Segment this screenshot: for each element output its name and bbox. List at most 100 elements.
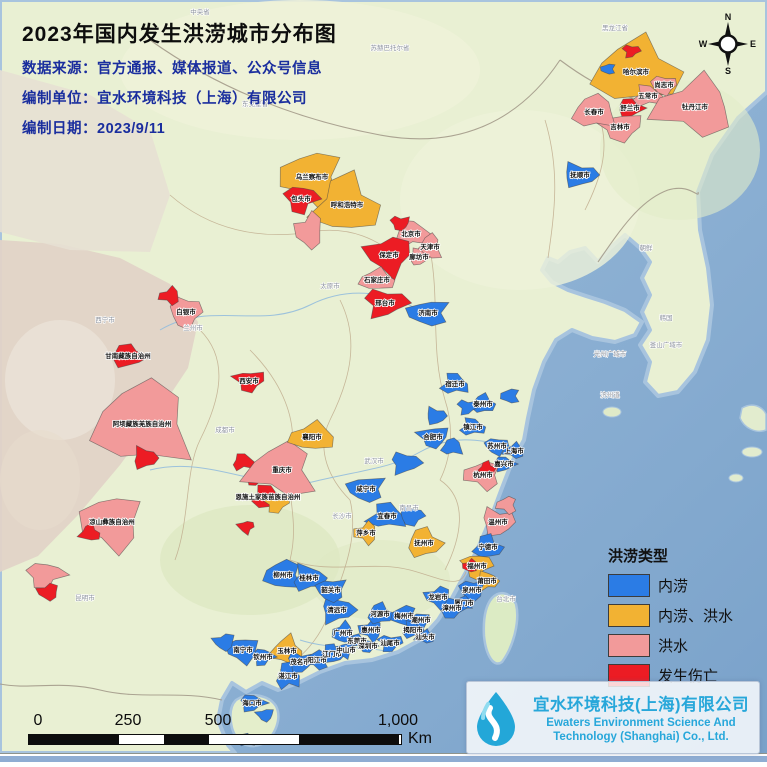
- compass-s: S: [725, 66, 731, 76]
- city-label-清远市: 清远市: [327, 605, 347, 614]
- city-label-吉林市: 吉林市: [610, 122, 630, 131]
- company-name-en: Ewaters Environment Science And Technolo…: [546, 716, 736, 743]
- city-region-area-30: [76, 521, 101, 541]
- city-label-牡丹江市: 牡丹江市: [682, 102, 709, 111]
- city-label-莆田市: 莆田市: [477, 576, 497, 585]
- city-label-龙岩市: 龙岩市: [427, 592, 448, 601]
- city-label-合肥市: 合肥市: [422, 432, 443, 441]
- city-label-桂林市: 桂林市: [298, 573, 319, 582]
- city-label-深圳市: 深圳市: [358, 641, 378, 650]
- city-label-钦州市: 钦州市: [252, 652, 273, 661]
- basemap-label: 南昌市: [399, 503, 419, 512]
- city-region-宿迁市: [438, 372, 469, 394]
- city-label-广州市: 广州市: [333, 628, 353, 637]
- city-region-韶关市: [314, 579, 347, 604]
- city-label-南宁市: 南宁市: [233, 645, 253, 654]
- city-region-甘南藏族自治州: [113, 343, 151, 369]
- city-region-area-45: [260, 494, 290, 514]
- city-region-area-15: [389, 215, 410, 232]
- city-region-咸宁市: [344, 477, 386, 503]
- basemap-label: 光州广域市: [594, 349, 627, 358]
- legend-item-neilao: 内涝: [608, 574, 733, 597]
- city-region-清远市: [323, 595, 359, 626]
- city-label-揭阳市: 揭阳市: [403, 625, 423, 634]
- city-label-湛江市: 湛江市: [278, 671, 298, 680]
- basemap-label: 西宁市: [95, 315, 115, 324]
- basemap-label: 台北市: [496, 594, 516, 603]
- city-region-凉山彝族自治州: [78, 498, 141, 557]
- city-region-抚州市: [408, 526, 446, 559]
- city-region-汕头市: [412, 628, 434, 644]
- legend-item-hongshui: 洪水: [608, 634, 733, 657]
- company-logo-box: 宜水环境科技(上海)有限公司 Ewaters Environment Scien…: [466, 681, 760, 754]
- city-label-潮州市: 潮州市: [411, 615, 431, 624]
- city-region-邢台市: [364, 288, 413, 320]
- city-label-济南市: 济南市: [418, 308, 438, 317]
- city-region-area-33: [232, 453, 255, 472]
- city-label-温州市: 温州市: [488, 517, 508, 526]
- city-region-茂名市: [288, 650, 313, 673]
- city-region-海口市: [240, 694, 271, 713]
- city-label-邢台市: 邢台市: [375, 298, 395, 307]
- city-label-惠州市: 惠州市: [361, 625, 381, 634]
- city-label-宁德市: 宁德市: [478, 542, 498, 551]
- city-region-重庆市: [238, 440, 316, 496]
- compass-n: N: [725, 12, 732, 22]
- scale-tick-500: 500: [204, 712, 232, 729]
- city-label-阿坝藏族羌族自治州: 阿坝藏族羌族自治州: [113, 419, 172, 428]
- legend: 洪涝类型 内涝 内涝、洪水 洪水 发生伤亡: [608, 545, 733, 694]
- city-region-广州市: [331, 619, 353, 643]
- city-label-包头市: 包头市: [291, 194, 311, 203]
- city-label-上海市: 上海市: [504, 446, 524, 455]
- city-label-恩施土家族苗族自治州: 恩施土家族苗族自治州: [236, 492, 301, 501]
- city-region-area-1: [621, 44, 642, 59]
- city-region-area-84: [500, 388, 520, 404]
- city-label-凉山彝族自治州: 凉山彝族自治州: [89, 517, 135, 526]
- city-region-萍乡市: [353, 519, 375, 547]
- city-region-area-32: [34, 582, 58, 602]
- city-region-阳江市: [302, 649, 328, 671]
- city-label-哈尔滨市: 哈尔滨市: [623, 67, 650, 76]
- basemap-label: 苏赫巴托尔省: [371, 43, 411, 52]
- city-region-西安市: [229, 371, 265, 394]
- city-region-牡丹江市: [646, 69, 730, 138]
- city-region-深圳市: [359, 638, 380, 653]
- city-label-襄阳市: 襄阳市: [301, 432, 322, 441]
- basemap-label: 朝鲜: [640, 243, 654, 252]
- city-region-保定市: [360, 236, 410, 282]
- city-region-宁德市: [471, 533, 506, 558]
- city-region-嘉兴市: [494, 456, 520, 473]
- scale-unit: Km: [408, 730, 432, 747]
- city-region-area-13: [293, 209, 321, 251]
- city-label-长春市: 长春市: [584, 107, 604, 116]
- city-label-舒兰市: 舒兰市: [620, 103, 640, 112]
- city-region-抚顺市: [566, 160, 601, 189]
- compass-e: E: [750, 39, 756, 49]
- city-region-汕尾市: [376, 635, 404, 653]
- city-region-area-42: [400, 505, 427, 527]
- city-region-潮州市: [410, 613, 430, 630]
- city-region-宜春市: [363, 501, 407, 527]
- city-region-江门市: [319, 643, 347, 663]
- scale-tick-0: 0: [33, 712, 43, 729]
- city-region-泉州市: [457, 580, 486, 603]
- basemap-label: 昆明市: [75, 593, 95, 602]
- city-label-江门市: 江门市: [322, 649, 342, 658]
- unit-line: 编制单位：宜水环境科技（上海）有限公司: [22, 91, 307, 107]
- basemap-label: 济州道: [600, 390, 620, 399]
- city-region-area-83: [456, 399, 479, 416]
- city-region-镇江市: [458, 417, 487, 436]
- city-label-西安市: 西安市: [239, 376, 259, 385]
- city-region-area-73: [494, 495, 517, 516]
- basemap-label: 太原市: [320, 281, 340, 290]
- city-label-北京市: 北京市: [401, 229, 421, 238]
- city-region-襄阳市: [287, 419, 334, 449]
- legend-title: 洪涝类型: [608, 548, 669, 565]
- taiwan-island: [482, 591, 519, 665]
- city-region-龙岩市: [422, 585, 449, 612]
- basemap-label: 韩国: [660, 313, 673, 322]
- city-region-area-70: [253, 709, 274, 723]
- city-region-area-37: [235, 521, 255, 536]
